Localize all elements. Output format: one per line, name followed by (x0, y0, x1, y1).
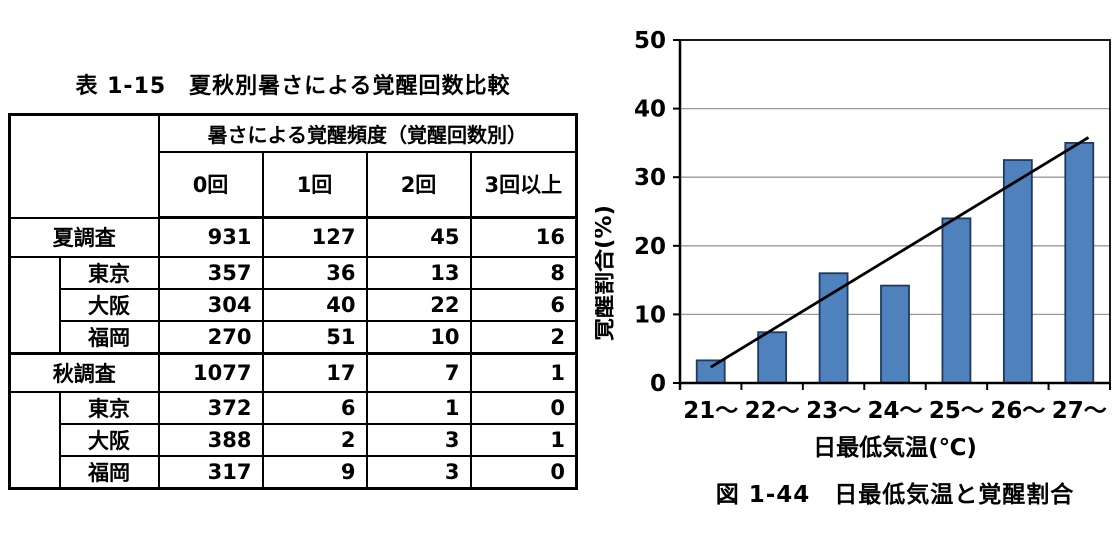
x-tick-label: 21～ (683, 398, 738, 424)
y-axis-title: 覚醒割合(%) (595, 205, 617, 341)
bar-3 (880, 284, 910, 384)
cell: 372 (157, 391, 264, 425)
cell: 7 (365, 351, 472, 393)
table-row-autumn: 秋調査 1077 17 7 1 (8, 351, 578, 393)
table-figure: 表 1-15 夏秋別暑さによる覚醒回数比較 暑さによる覚醒頻度（覚醒回数別） 0… (8, 68, 579, 490)
y-tick-label: 0 (650, 371, 666, 397)
corner-cell (8, 113, 160, 219)
cell: 8 (469, 255, 578, 290)
table-row-summer-osaka: 大阪 304 40 22 6 (10, 287, 578, 322)
cell: 317 (157, 455, 264, 490)
row-label-city: 福岡 (58, 319, 160, 354)
y-tick-label: 50 (634, 28, 666, 54)
bar-4 (941, 217, 972, 384)
cell: 13 (365, 255, 472, 290)
col-header-3: 3回以上 (469, 150, 578, 219)
awakening-count-table: 暑さによる覚醒頻度（覚醒回数別） 0回 1回 2回 3回以上 夏調査 931 1… (8, 113, 579, 490)
cell: 16 (469, 216, 578, 258)
row-label-autumn: 秋調査 (8, 351, 160, 393)
cell: 36 (261, 255, 368, 290)
bar-5 (1002, 159, 1033, 384)
cell: 357 (157, 255, 264, 290)
x-tick-label: 22～ (745, 398, 800, 424)
cell: 6 (469, 287, 578, 322)
cell: 0 (469, 391, 578, 425)
y-tick-label: 40 (634, 97, 666, 123)
table-row-summer: 夏調査 931 127 45 16 (8, 216, 578, 258)
x-tick-label: 24～ (867, 398, 922, 424)
gutter-cell (8, 255, 61, 354)
cell: 3 (365, 455, 472, 490)
cell: 931 (157, 216, 264, 258)
bar-chart-figure: 0 10 20 30 40 50 21～ 22～ 23～ 24～ 25～ 26～ 27～ 覚醒割合(%) 日… (595, 15, 1120, 550)
table-row-autumn-osaka: 大阪 388 2 3 1 (10, 423, 578, 457)
col-header-0: 0回 (157, 150, 264, 219)
cell: 1 (469, 423, 578, 457)
table-header-row-columns: 0回 1回 2回 3回以上 (10, 150, 578, 219)
row-label-city: 福岡 (58, 455, 160, 490)
cell: 17 (261, 351, 368, 393)
cell: 2 (469, 319, 578, 354)
cell: 3 (365, 423, 472, 457)
table-row-autumn-tokyo: 東京 372 6 1 0 (8, 391, 578, 490)
bar-chart: 0 10 20 30 40 50 21～ 22～ 23～ 24～ 25～ 26～ 27～ 覚醒割合(%) 日… (595, 28, 1111, 461)
y-tick-label: 30 (634, 165, 666, 191)
table-row-summer-fukuoka: 福岡 270 51 10 2 (10, 319, 578, 354)
x-tick-label: 26～ (990, 398, 1045, 424)
row-label-summer: 夏調査 (8, 216, 160, 258)
x-tick-label: 25～ (929, 398, 984, 424)
col-header-2: 2回 (365, 150, 472, 219)
y-tick-label: 10 (634, 302, 666, 328)
bar-1 (757, 331, 788, 384)
trend-line (709, 136, 1090, 369)
cell: 2 (261, 423, 368, 457)
bar-2 (818, 272, 849, 384)
gutter-cell (8, 391, 61, 490)
x-axis-title: 日最低気温(℃) (813, 434, 977, 461)
y-tick-label: 20 (634, 234, 666, 260)
table-header-row-group: 暑さによる覚醒頻度（覚醒回数別） (8, 113, 578, 219)
x-tick-label: 23～ (806, 398, 861, 424)
figure-caption: 図 1-44 日最低気温と覚醒割合 (715, 482, 1075, 508)
row-label-city: 東京 (58, 391, 160, 425)
group-header: 暑さによる覚醒頻度（覚醒回数別） (157, 113, 578, 153)
row-label-city: 大阪 (58, 287, 160, 322)
cell: 127 (261, 216, 368, 258)
cell: 6 (261, 391, 368, 425)
table-row-autumn-fukuoka: 福岡 317 9 3 0 (10, 455, 578, 490)
bar-6 (1064, 142, 1095, 384)
cell: 270 (157, 319, 264, 354)
bar-0 (695, 359, 726, 384)
row-label-city: 大阪 (58, 423, 160, 457)
cell: 45 (365, 216, 472, 258)
cell: 40 (261, 287, 368, 322)
cell: 10 (365, 319, 472, 354)
cell: 1 (469, 351, 578, 393)
cell: 388 (157, 423, 264, 457)
cell: 9 (261, 455, 368, 490)
cell: 22 (365, 287, 472, 322)
cell: 1077 (157, 351, 264, 393)
row-label-city: 東京 (58, 255, 160, 290)
table-row-summer-tokyo: 東京 357 36 13 8 (8, 255, 578, 354)
col-header-1: 1回 (261, 150, 368, 219)
table-title: 表 1-15 夏秋別暑さによる覚醒回数比較 (75, 74, 511, 99)
cell: 304 (157, 287, 264, 322)
cell: 1 (365, 391, 472, 425)
cell: 0 (469, 455, 578, 490)
x-tick-label: 27～ (1052, 398, 1107, 424)
cell: 51 (261, 319, 368, 354)
